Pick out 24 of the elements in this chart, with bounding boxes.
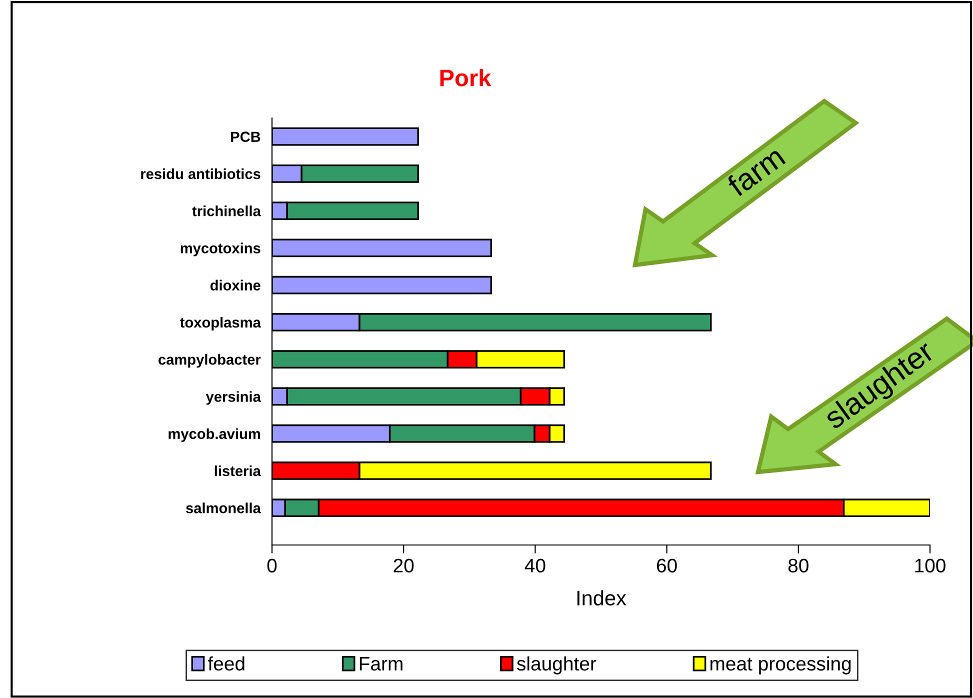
x-tick-label: 60: [656, 558, 677, 572]
y-tick-label: trichinella: [192, 206, 261, 216]
y-tick-label: residu antibiotics: [141, 168, 260, 180]
legend-label: slaughter: [516, 656, 596, 674]
y-tick-label: PCB: [231, 132, 260, 142]
legend-label: meat processing: [710, 656, 851, 674]
x-tick-label: 0: [267, 558, 277, 572]
y-tick-label: listeria: [214, 465, 261, 476]
legend-label: feed: [208, 656, 244, 671]
y-tick-label: campylobacter: [158, 354, 261, 368]
y-tick-label: dioxine: [210, 280, 260, 291]
chart-title: Pork: [440, 68, 492, 86]
y-tick-label: toxoplasma: [180, 316, 261, 331]
x-axis-title: Index: [577, 590, 626, 606]
annotation: farm: [725, 144, 786, 198]
y-tick-label: salmonella: [186, 502, 261, 514]
x-tick-label: 40: [524, 558, 546, 572]
y-tick-label: yersinia: [206, 391, 261, 405]
x-tick-label: 100: [915, 558, 946, 572]
x-tick-label: 80: [788, 558, 808, 572]
legend-label: Farm: [360, 657, 402, 671]
y-tick-label: mycob.avium: [168, 428, 260, 442]
x-tick-label: 20: [394, 558, 414, 572]
y-tick-label: mycotoxins: [180, 242, 260, 256]
